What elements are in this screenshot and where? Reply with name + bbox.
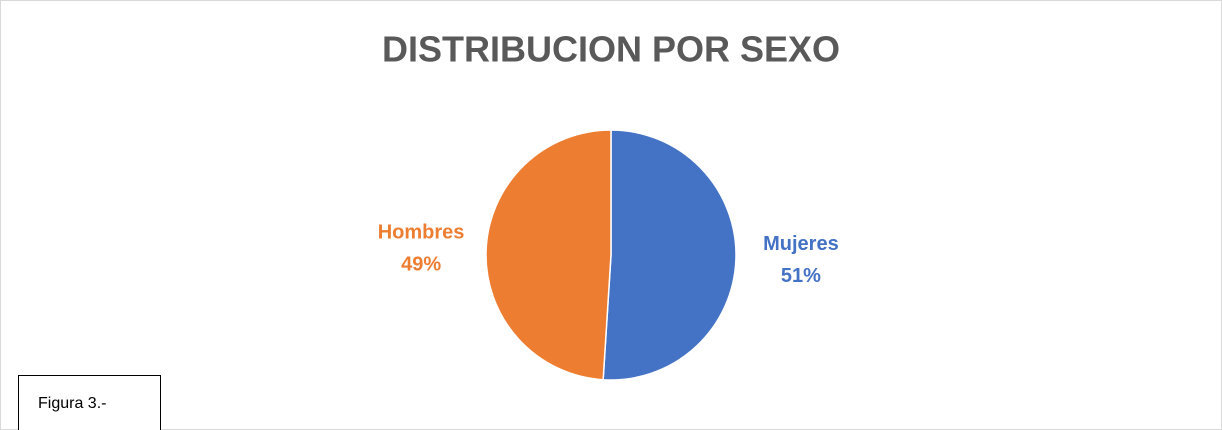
slice-label: Hombres [378, 221, 465, 243]
slice-label: Mujeres [763, 233, 839, 255]
pie-slice [602, 129, 737, 381]
caption: Figura 3.- [38, 395, 106, 412]
pie-slice [485, 129, 612, 381]
chart-title: DISTRIBUCION POR SEXO [382, 29, 840, 70]
caption-box [18, 375, 161, 430]
value-label: 51% [781, 265, 821, 287]
value-label: 49% [401, 253, 441, 275]
